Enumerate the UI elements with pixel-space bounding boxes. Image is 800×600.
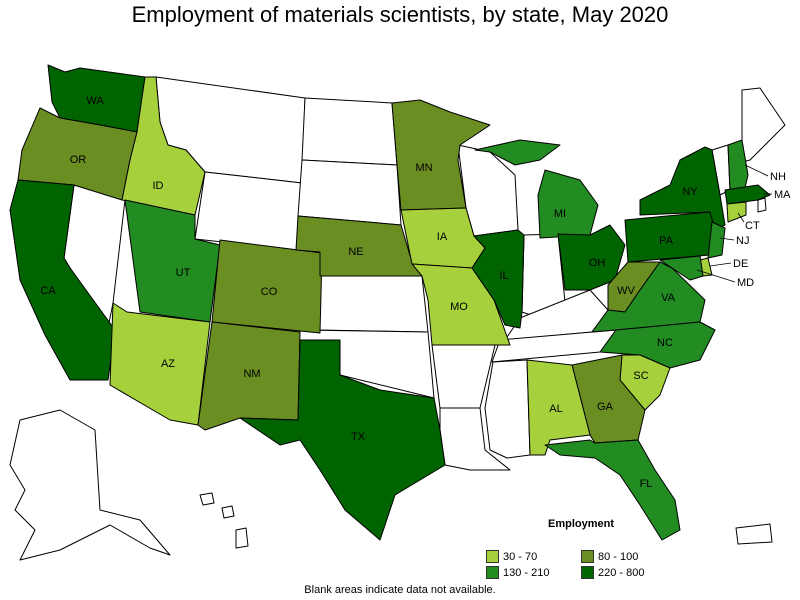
label-az: AZ: [161, 358, 175, 370]
state-ak: [9, 409, 171, 561]
state-ny: [639, 146, 726, 231]
legend-swatch: [581, 550, 594, 563]
state-hi: [199, 492, 249, 549]
label-wv: WV: [617, 285, 635, 297]
label-ct: CT: [745, 220, 760, 232]
state-ks: [316, 275, 429, 333]
label-nm: NM: [243, 368, 260, 380]
legend-item-130-210: 130 - 210: [486, 566, 581, 579]
label-mo: MO: [450, 301, 468, 313]
label-md: MD: [737, 277, 754, 289]
state-co: [211, 239, 323, 334]
label-nh: NH: [770, 171, 786, 183]
legend-item-220-800: 220 - 800: [581, 566, 671, 579]
legend-label: 220 - 800: [598, 566, 645, 579]
legend-item-80-100: 80 - 100: [581, 550, 671, 563]
state-ms: [484, 359, 531, 459]
state-fl: [544, 439, 681, 541]
label-il: IL: [499, 270, 508, 282]
legend-item-30-70: 30 - 70: [486, 550, 581, 563]
state-ma: [724, 184, 771, 205]
label-oh: OH: [589, 257, 606, 269]
label-ne: NE: [348, 246, 363, 258]
state-ga: [571, 354, 646, 444]
label-ut: UT: [176, 267, 191, 279]
label-de: DE: [733, 258, 748, 270]
territory-pr: [735, 523, 773, 545]
label-co: CO: [261, 286, 278, 298]
map-title: Employment of materials scientists, by s…: [131, 2, 669, 27]
state-al: [526, 359, 591, 456]
label-ma: MA: [774, 189, 791, 201]
label-nj: NJ: [736, 235, 749, 247]
legend-label: 80 - 100: [598, 550, 639, 563]
label-ia: IA: [437, 231, 448, 243]
state-md: [659, 255, 704, 281]
label-mi: MI: [554, 208, 566, 220]
state-il: [471, 229, 525, 329]
state-nc: [599, 321, 716, 369]
label-ca: CA: [40, 285, 56, 297]
legend-swatch: [486, 550, 499, 563]
state-me: [741, 87, 786, 163]
state-ar: [431, 344, 496, 409]
state-sd: [297, 159, 402, 226]
label-sc: SC: [633, 370, 648, 382]
label-ny: NY: [682, 186, 698, 198]
state-mn: [391, 99, 491, 211]
legend-swatch: [581, 566, 594, 579]
label-va: VA: [661, 292, 676, 304]
state-nh: [727, 139, 749, 191]
label-id: ID: [153, 180, 164, 192]
legend: Employment 30 - 70 80 - 100 130 - 210 22…: [486, 518, 666, 579]
state-nd: [301, 97, 398, 166]
label-mn: MN: [415, 162, 432, 174]
state-az: [109, 302, 211, 426]
label-wa: WA: [86, 95, 104, 107]
state-tx: [239, 339, 446, 541]
state-ct: [726, 201, 747, 223]
label-or: OR: [70, 154, 87, 166]
label-fl: FL: [640, 478, 653, 490]
label-tx: TX: [351, 431, 366, 443]
state-nj: [707, 221, 726, 259]
label-nc: NC: [657, 337, 673, 349]
label-pa: PA: [659, 235, 674, 247]
label-ga: GA: [597, 401, 614, 413]
state-ca: [9, 179, 116, 381]
state-wy: [194, 171, 303, 251]
label-al: AL: [549, 403, 562, 415]
footnote: Blank areas indicate data not available.: [304, 584, 496, 596]
state-id: [121, 76, 206, 216]
state-oh: [557, 224, 626, 291]
legend-swatch: [486, 566, 499, 579]
legend-label: 30 - 70: [503, 550, 538, 563]
state-ri: [757, 197, 767, 213]
legend-label: 130 - 210: [503, 566, 550, 579]
legend-title: Employment: [547, 518, 614, 530]
